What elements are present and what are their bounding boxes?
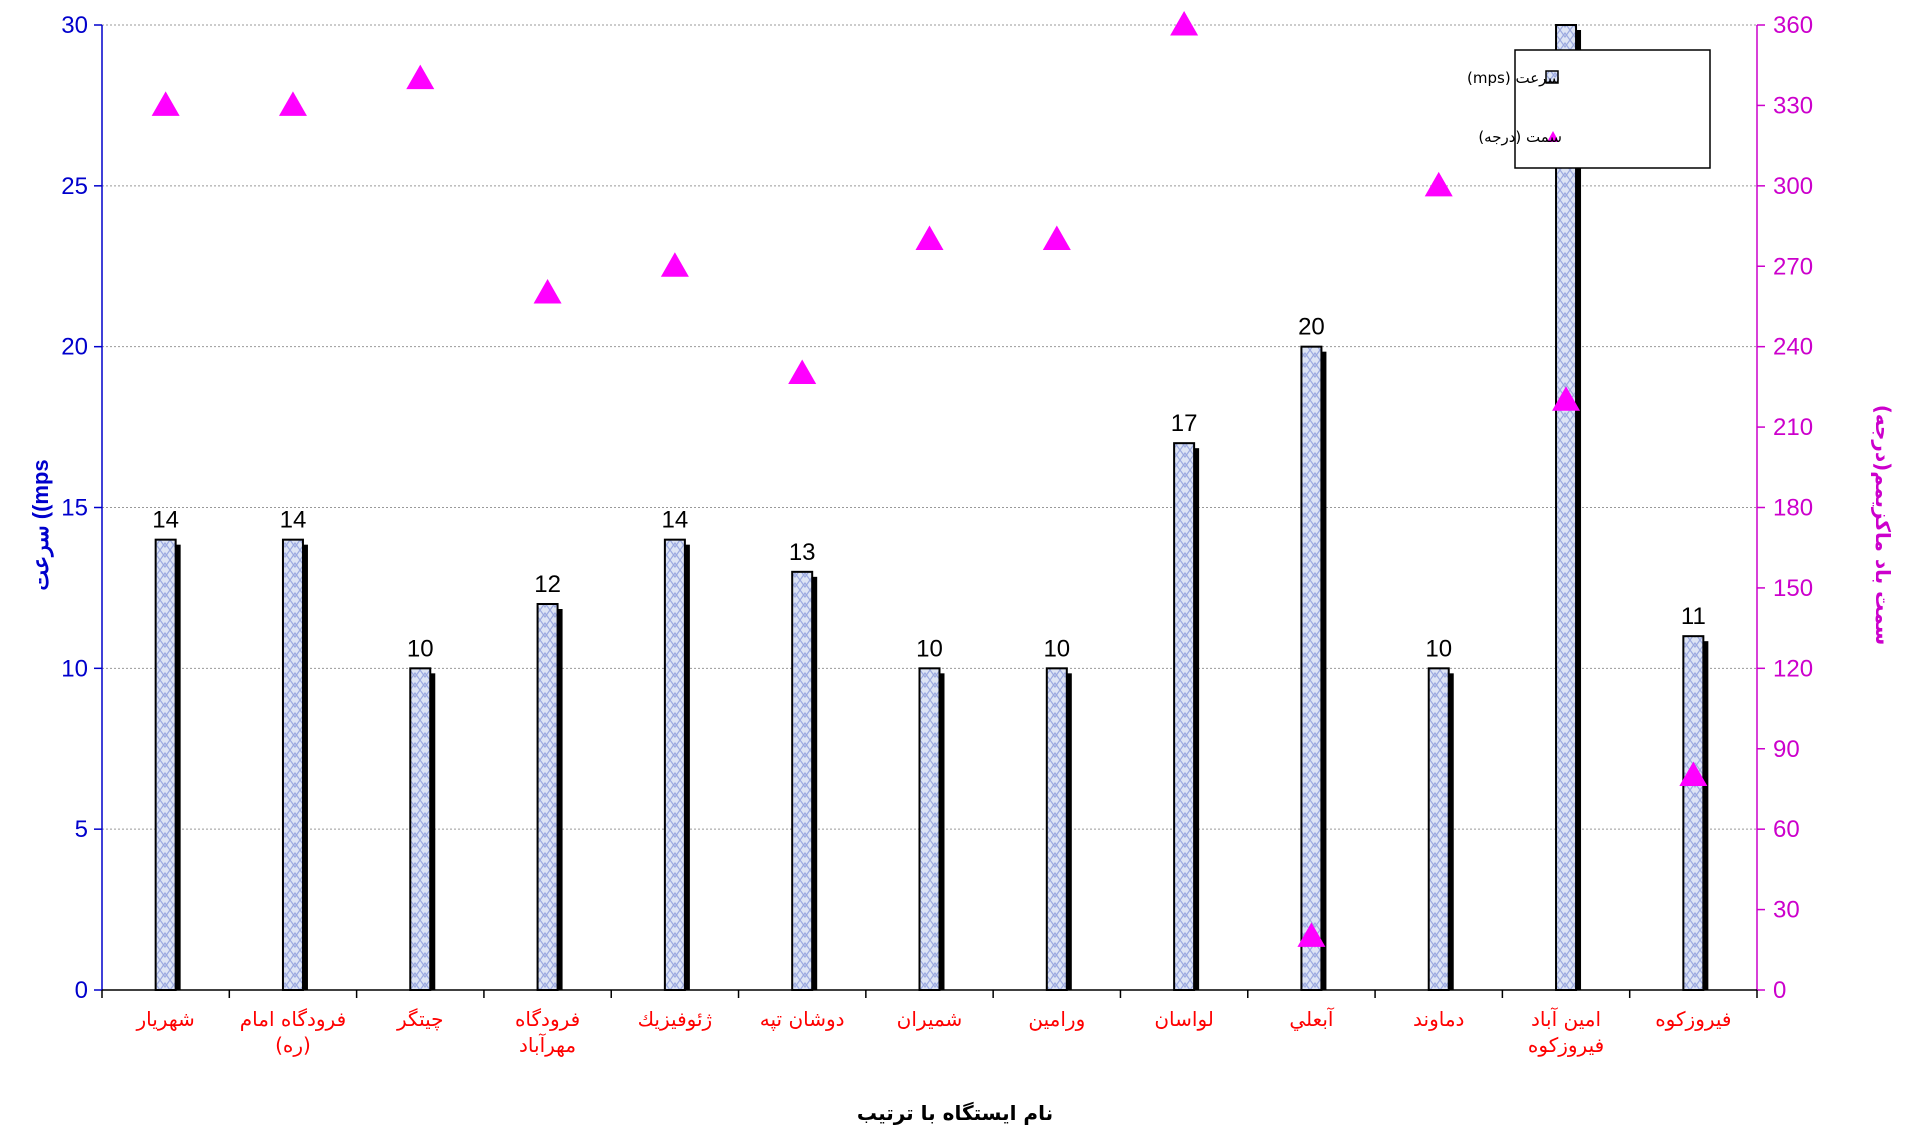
axes: 0510152025300306090120150180210240270300… <box>61 12 1813 1004</box>
direction-marker <box>406 64 435 90</box>
direction-marker <box>1679 761 1708 787</box>
y2-tick-label: 240 <box>1773 334 1813 361</box>
bar-data-label: 11 <box>1681 603 1706 630</box>
category-label: آبعلي <box>1289 1006 1335 1032</box>
marker-series <box>151 11 1708 947</box>
category-label: مهرآباد <box>519 1032 576 1057</box>
bar <box>1173 442 1196 991</box>
bar <box>154 538 177 992</box>
category-label: فيروزكوه <box>1655 1007 1731 1031</box>
y-tick-label: 5 <box>75 816 88 843</box>
x-axis-title: نام ايستگاه با ترتيب <box>857 1101 1053 1125</box>
y-tick-label: 25 <box>61 173 88 200</box>
bar-data-label: 12 <box>534 571 561 598</box>
y2-tick-label: 0 <box>1773 977 1786 1004</box>
bar <box>663 538 686 992</box>
y2-tick-label: 60 <box>1773 816 1800 843</box>
y2-tick-label: 30 <box>1773 897 1800 924</box>
category-label: شميران <box>897 1007 963 1031</box>
y-tick-label: 30 <box>61 12 88 39</box>
legend-marker-label: سمت (درجه) <box>1478 128 1562 146</box>
y2-tick-label: 300 <box>1773 173 1813 200</box>
category-label: ورامين <box>1028 1007 1085 1031</box>
bar-data-label: 14 <box>280 507 307 534</box>
legend-marker-swatch <box>1547 131 1559 142</box>
direction-marker <box>1297 922 1326 947</box>
y2-tick-label: 120 <box>1773 655 1813 682</box>
bar <box>1427 667 1450 991</box>
category-label: ژئوفيزيك <box>638 1007 713 1031</box>
y2-axis-title: سمت باد ماكزيمم(درجه) <box>1871 405 1895 646</box>
y-tick-label: 20 <box>61 334 88 361</box>
direction-marker <box>1552 386 1581 411</box>
y-axis-title: سرعت ((mps <box>28 459 54 590</box>
y2-tick-label: 360 <box>1773 12 1813 39</box>
bar-data-label: 14 <box>152 507 179 534</box>
bar <box>409 667 432 991</box>
bar-data-label: 10 <box>1425 635 1452 662</box>
category-label: امين آباد <box>1531 1006 1601 1031</box>
y-tick-label: 0 <box>75 977 88 1004</box>
bar-data-label: 10 <box>916 635 943 662</box>
bar-data-label: 10 <box>1043 635 1070 662</box>
category-label: چيتگر <box>396 1007 444 1031</box>
y-tick-label: 15 <box>61 495 88 522</box>
bar <box>281 538 304 992</box>
category-label: لواسان <box>1154 1007 1214 1031</box>
bar-data-label: 14 <box>662 507 689 534</box>
category-label: دماوند <box>1413 1007 1464 1031</box>
bar <box>1682 635 1705 992</box>
direction-marker <box>660 252 689 277</box>
direction-marker <box>1424 171 1453 197</box>
y2-tick-label: 270 <box>1773 253 1813 280</box>
direction-marker <box>533 279 562 304</box>
bar <box>1300 345 1323 991</box>
bar <box>918 667 941 991</box>
y2-tick-label: 150 <box>1773 575 1813 602</box>
bar <box>1555 24 1578 991</box>
bar <box>536 603 559 991</box>
bar-data-label: 17 <box>1171 410 1198 437</box>
y2-tick-label: 180 <box>1773 495 1813 522</box>
category-label: دوشان تپه <box>760 1007 845 1032</box>
bar-data-label: 20 <box>1298 314 1325 341</box>
direction-marker <box>151 91 180 116</box>
bar-series <box>154 24 1709 992</box>
direction-marker <box>1170 11 1199 36</box>
bar-data-label: 13 <box>789 539 816 566</box>
legend-bar-swatch <box>1545 70 1559 84</box>
legend: سرعت (mps) سمت (درجه) <box>1467 49 1711 169</box>
bar-data-label: 10 <box>407 635 434 662</box>
direction-marker <box>1042 225 1071 250</box>
y2-tick-label: 210 <box>1773 414 1813 441</box>
direction-marker <box>788 359 817 384</box>
legend-box <box>1514 49 1711 169</box>
y-tick-label: 10 <box>61 655 88 682</box>
category-label: شهريار <box>135 1007 194 1031</box>
y2-tick-label: 330 <box>1773 92 1813 119</box>
bar <box>1045 667 1068 991</box>
category-label: فرودگاه <box>515 1007 580 1031</box>
category-label: (ره) <box>275 1033 311 1057</box>
legend-bar-label: سرعت (mps) <box>1467 69 1560 87</box>
labels: 14 14 10 12 14 13 10 10 17 20 10 11 شهريار فرودگاه ام… <box>135 314 1731 1057</box>
category-label: فيروزكوه <box>1528 1033 1604 1057</box>
direction-marker <box>915 225 944 250</box>
direction-marker <box>278 91 307 116</box>
category-label: فرودگاه امام <box>240 1007 346 1031</box>
bar <box>791 570 814 991</box>
y2-tick-label: 90 <box>1773 736 1800 763</box>
